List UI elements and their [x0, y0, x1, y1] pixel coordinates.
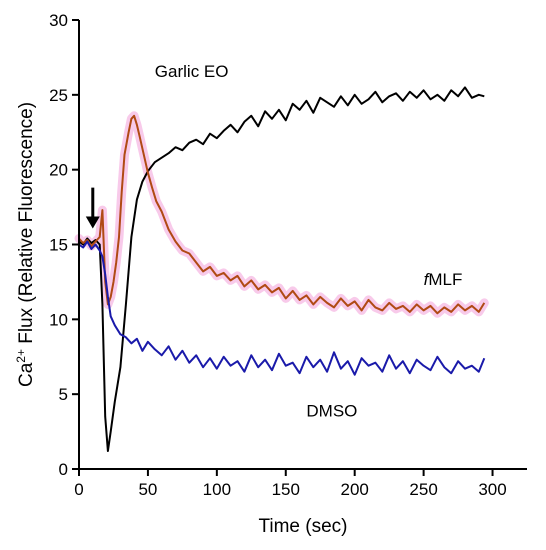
x-tick-label: 300	[478, 480, 506, 499]
x-tick-label: 100	[203, 480, 231, 499]
y-axis-title-pre: Ca	[16, 362, 37, 387]
x-tick-label: 150	[272, 480, 300, 499]
y-tick-label: 15	[49, 236, 68, 255]
y-tick-label: 25	[49, 86, 68, 105]
series-labels: Garlic EO fMLF DMSO	[155, 62, 463, 421]
x-tick-label: 50	[138, 480, 157, 499]
y-tick-label: 0	[59, 460, 68, 479]
series-line-fmlf	[78, 114, 486, 315]
y-axis-title-sup: 2+	[14, 349, 28, 363]
series-label-fmlf: fMLF	[424, 270, 463, 289]
x-tick-label: 0	[74, 480, 83, 499]
series-line-dmso	[78, 240, 486, 376]
stimulus-arrow	[85, 187, 100, 229]
series-layer	[78, 86, 486, 452]
series-label-dmso: DMSO	[306, 402, 357, 421]
series-label-garlic-eo: Garlic EO	[155, 62, 229, 81]
y-axis-title: Ca2+ Flux (Relative Fluorescence)	[14, 102, 37, 387]
y-tick-label: 30	[49, 11, 68, 30]
x-axis-title: Time (sec)	[258, 516, 347, 537]
y-axis-title-post: Flux (Relative Fluorescence)	[16, 102, 37, 349]
y-tick-label: 10	[49, 310, 68, 329]
y-tick-label: 20	[49, 161, 68, 180]
series-line-garlic-eo	[78, 86, 485, 452]
arrow-head	[85, 216, 100, 229]
y-tick-label: 5	[59, 385, 68, 404]
x-tick-label: 250	[409, 480, 437, 499]
x-tick-label: 200	[341, 480, 369, 499]
